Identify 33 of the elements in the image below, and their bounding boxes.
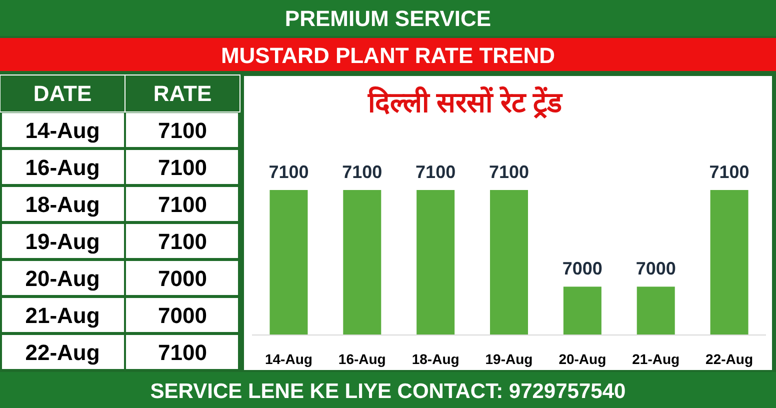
text: SERVICE LENE KE LIYE CONTACT: 9729757540: [150, 380, 626, 403]
data-label: 7100: [268, 162, 309, 182]
data-label: 7000: [562, 258, 602, 279]
chart-title: दिल्ली सरसों रेट ट्रेंड: [366, 86, 564, 119]
data-label: 7100: [158, 192, 207, 217]
data-label: 7100: [416, 162, 456, 182]
x-tick-label: 14-Aug: [264, 351, 312, 367]
data-label: 7000: [158, 266, 207, 291]
data-label: 7100: [488, 162, 530, 182]
data-label: 7100: [158, 118, 207, 143]
data-label: 7100: [158, 340, 207, 365]
category-label: 16-Aug: [25, 155, 100, 180]
x-tick-label: 16-Aug: [338, 351, 386, 367]
text: RATE: [153, 81, 212, 106]
data-label: 7100: [158, 229, 207, 254]
x-tick-label: 21-Aug: [632, 351, 680, 367]
category-label: 21-Aug: [25, 303, 100, 328]
text: PREMIUM SERVICE: [284, 6, 492, 31]
data-label: 7100: [158, 155, 207, 180]
data-label: 7100: [709, 162, 750, 182]
text: MUSTARD PLANT RATE TREND: [220, 43, 556, 68]
x-tick-label: 20-Aug: [558, 351, 606, 367]
category-label: 20-Aug: [25, 266, 100, 291]
data-label: 7100: [342, 162, 382, 182]
x-tick-label: 22-Aug: [706, 351, 754, 367]
text: DATE: [33, 81, 92, 106]
category-label: 19-Aug: [25, 229, 100, 254]
data-label: 7000: [158, 303, 207, 328]
x-tick-label: 19-Aug: [485, 351, 533, 367]
category-label: 14-Aug: [25, 118, 100, 143]
x-tick-label: 18-Aug: [412, 351, 460, 367]
category-label: 18-Aug: [25, 192, 100, 217]
data-label: 7000: [636, 258, 676, 279]
